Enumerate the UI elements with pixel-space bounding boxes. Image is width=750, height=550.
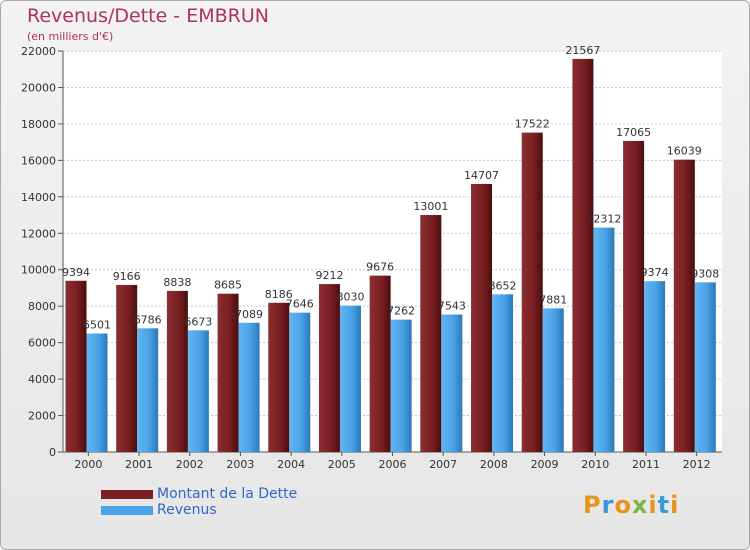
bar-debt-2002 xyxy=(166,290,188,452)
data-label-revenue-2002: 6673 xyxy=(184,315,212,328)
data-label-debt-2002: 8838 xyxy=(163,276,191,289)
logo-letter: x xyxy=(631,491,649,519)
x-tick-label-2006: 2006 xyxy=(379,458,407,471)
bar-debt-2008 xyxy=(471,183,493,452)
x-tick-label-2001: 2001 xyxy=(125,458,153,471)
data-label-revenue-2003: 7089 xyxy=(235,308,263,321)
x-tick-label-2009: 2009 xyxy=(531,458,559,471)
x-tick-label-2007: 2007 xyxy=(429,458,457,471)
y-tick-label: 14000 xyxy=(21,191,56,204)
logo-letter: P xyxy=(583,491,602,519)
bar-revenue-2002 xyxy=(187,330,209,452)
bar-debt-2000 xyxy=(65,280,87,452)
data-label-debt-2006: 9676 xyxy=(366,261,394,274)
bar-revenue-2004 xyxy=(289,312,311,452)
data-label-revenue-2004: 7646 xyxy=(286,298,314,311)
data-label-revenue-2001: 6786 xyxy=(134,313,162,326)
bar-debt-2009 xyxy=(521,132,543,452)
y-tick-label: 12000 xyxy=(21,227,56,240)
bar-revenue-2003 xyxy=(238,322,260,452)
logo-letter: t xyxy=(657,491,671,519)
data-label-debt-2001: 9166 xyxy=(113,270,141,283)
data-label-revenue-2010: 12312 xyxy=(586,213,621,226)
legend-item-debt: Montant de la Dette xyxy=(101,486,297,502)
bar-debt-2007 xyxy=(420,215,442,452)
data-label-debt-2000: 9394 xyxy=(62,266,90,279)
data-label-debt-2010: 21567 xyxy=(565,44,600,57)
x-tick-label-2011: 2011 xyxy=(632,458,660,471)
logo-letter: i xyxy=(670,491,680,519)
logo-letter: o xyxy=(614,491,632,519)
data-label-revenue-2000: 6501 xyxy=(83,319,111,332)
data-label-debt-2005: 9212 xyxy=(315,269,343,282)
bar-debt-2005 xyxy=(318,284,340,452)
y-tick-label: 2000 xyxy=(28,410,56,423)
bar-revenue-2005 xyxy=(339,305,361,452)
bar-debt-2010 xyxy=(572,58,594,453)
logo-letter: i xyxy=(648,491,658,519)
legend-swatch-debt xyxy=(101,489,153,499)
x-tick-label-2008: 2008 xyxy=(480,458,508,471)
data-label-debt-2008: 14707 xyxy=(464,169,499,182)
y-tick-label: 22000 xyxy=(21,45,56,58)
data-label-revenue-2012: 9308 xyxy=(691,267,719,280)
proxiti-logo: Proxiti xyxy=(583,491,679,519)
data-label-debt-2004: 8186 xyxy=(265,288,293,301)
bar-revenue-2010 xyxy=(593,227,615,452)
chart-title: Revenus/Dette - EMBRUN xyxy=(27,5,269,27)
x-tick-label-2002: 2002 xyxy=(176,458,204,471)
logo-letter: r xyxy=(601,491,615,519)
bar-revenue-2008 xyxy=(492,294,514,452)
bar-revenue-2001 xyxy=(137,328,159,452)
data-label-revenue-2011: 9374 xyxy=(641,266,669,279)
data-label-debt-2003: 8685 xyxy=(214,279,242,292)
x-tick-label-2000: 2000 xyxy=(74,458,102,471)
y-tick-label: 10000 xyxy=(21,264,56,277)
bar-revenue-2007 xyxy=(441,314,463,452)
data-label-revenue-2005: 8030 xyxy=(336,291,364,304)
x-tick-label-2004: 2004 xyxy=(277,458,305,471)
bar-debt-2004 xyxy=(268,302,290,452)
x-tick-label-2003: 2003 xyxy=(226,458,254,471)
bar-debt-2001 xyxy=(116,284,138,452)
y-tick-label: 8000 xyxy=(28,300,56,313)
bar-revenue-2011 xyxy=(644,281,666,452)
y-tick-label: 6000 xyxy=(28,337,56,350)
bar-debt-2006 xyxy=(369,275,391,452)
bar-revenue-2009 xyxy=(542,308,564,452)
bar-debt-2012 xyxy=(673,159,695,452)
y-tick-label: 16000 xyxy=(21,154,56,167)
y-tick-label: 18000 xyxy=(21,118,56,131)
data-label-debt-2012: 16039 xyxy=(667,145,702,158)
bar-revenue-2006 xyxy=(390,319,412,452)
data-label-debt-2011: 17065 xyxy=(616,126,651,139)
y-tick-label: 20000 xyxy=(21,81,56,94)
bar-revenue-2000 xyxy=(86,333,108,452)
bar-debt-2003 xyxy=(217,293,239,452)
x-tick-label-2012: 2012 xyxy=(683,458,711,471)
data-label-debt-2009: 17522 xyxy=(515,118,550,131)
x-tick-label-2005: 2005 xyxy=(328,458,356,471)
chart-subtitle: (en milliers d'€) xyxy=(27,30,114,43)
y-tick-label: 0 xyxy=(49,446,56,459)
x-tick-label-2010: 2010 xyxy=(581,458,609,471)
data-label-debt-2007: 13001 xyxy=(413,200,448,213)
data-label-revenue-2009: 7881 xyxy=(539,293,567,306)
data-label-revenue-2006: 7262 xyxy=(387,305,415,318)
data-label-revenue-2007: 7543 xyxy=(438,300,466,313)
bar-debt-2011 xyxy=(623,140,645,452)
y-tick-label: 4000 xyxy=(28,373,56,386)
legend: Montant de la Dette Revenus xyxy=(101,486,297,518)
legend-label-revenue: Revenus xyxy=(157,502,217,518)
data-label-revenue-2008: 8652 xyxy=(489,279,517,292)
legend-item-revenue: Revenus xyxy=(101,502,297,518)
bar-revenue-2012 xyxy=(694,282,716,452)
legend-label-debt: Montant de la Dette xyxy=(157,486,298,502)
legend-swatch-revenue xyxy=(101,505,153,515)
